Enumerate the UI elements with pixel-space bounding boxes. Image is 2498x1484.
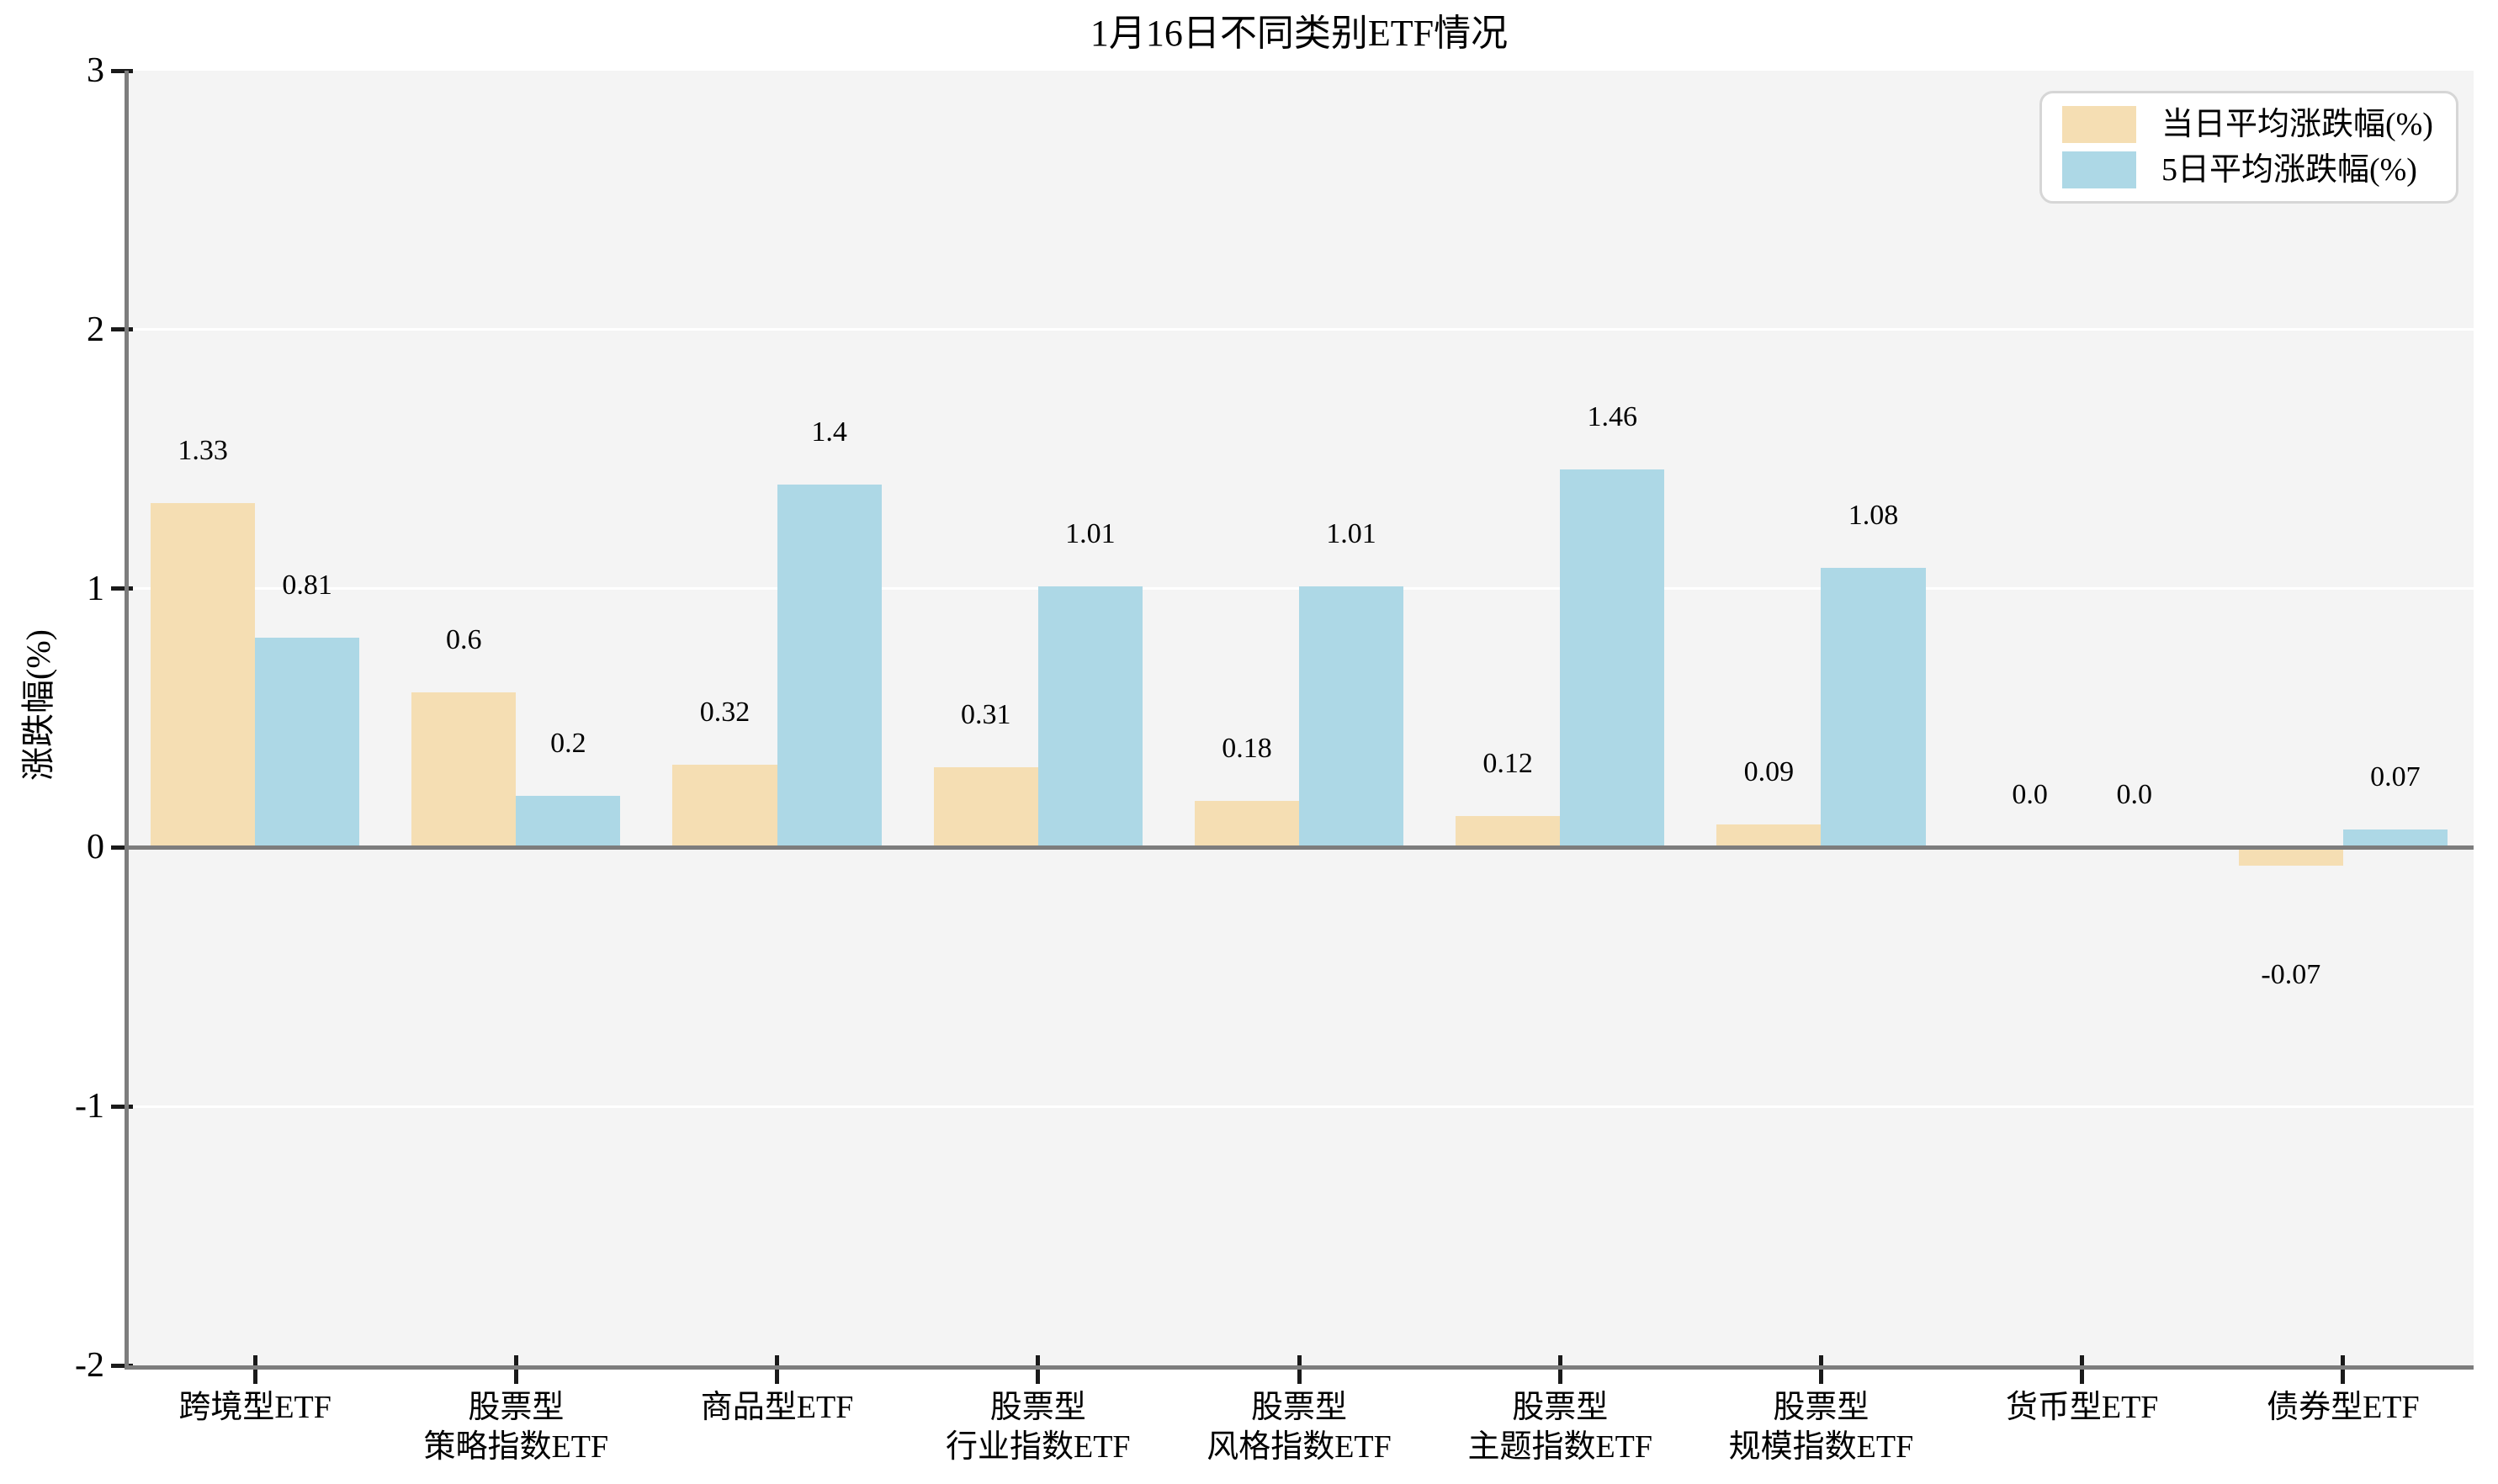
- chart-title: 1月16日不同类别ETF情况: [1090, 13, 1509, 54]
- bar: [777, 485, 882, 848]
- legend-swatch-daily-avg: [2062, 106, 2136, 143]
- y-tick-mark: [111, 68, 133, 73]
- x-tick-mark: [1557, 1355, 1562, 1384]
- y-tick-mark: [111, 845, 133, 850]
- y-tick-label: 0: [87, 828, 104, 867]
- bar-value-label: 0.81: [282, 570, 332, 602]
- bar-value-label: 1.08: [1848, 499, 1899, 531]
- bar-value-label: 0.18: [1222, 732, 1272, 764]
- y-tick-mark: [111, 1104, 133, 1109]
- bar-value-label: 0.09: [1743, 755, 1795, 787]
- bar: [411, 692, 517, 848]
- bar: [672, 764, 777, 848]
- x-tick-label: 股票型 行业指数ETF: [945, 1390, 1131, 1465]
- bar: [1456, 816, 1561, 848]
- left-spine: [125, 71, 129, 1370]
- bar: [1299, 586, 1404, 848]
- bar-value-label: 0.6: [446, 623, 482, 655]
- y-tick-label: 1: [87, 569, 104, 608]
- y-tick-label: -1: [75, 1087, 104, 1126]
- legend-swatch-5day-avg: [2062, 151, 2136, 188]
- bar: [1716, 824, 1822, 848]
- bar-value-label: 0.0: [2116, 779, 2152, 811]
- bar-value-label: 1.01: [1065, 517, 1116, 549]
- bar-value-label: 0.07: [2370, 761, 2421, 792]
- x-tick-mark: [2341, 1355, 2346, 1384]
- x-tick-label: 股票型 风格指数ETF: [1207, 1390, 1392, 1465]
- x-tick-mark: [1036, 1355, 1041, 1384]
- bar: [516, 795, 621, 848]
- zero-line: [125, 845, 2474, 850]
- bar: [1821, 567, 1926, 848]
- bar-value-label: 0.2: [550, 727, 586, 759]
- y-tick-mark: [111, 1363, 133, 1368]
- y-tick-label: -2: [75, 1346, 104, 1385]
- bar: [255, 638, 360, 848]
- bar: [1194, 800, 1299, 848]
- x-tick-label: 股票型 规模指数ETF: [1728, 1390, 1914, 1465]
- legend-item-series2: 5日平均涨跌幅(%): [2062, 151, 2436, 189]
- x-tick-mark: [2080, 1355, 2085, 1384]
- legend-label-daily-avg: 当日平均涨跌幅(%): [2161, 107, 2433, 142]
- x-tick-label: 股票型 策略指数ETF: [423, 1390, 609, 1465]
- x-tick-label: 商品型ETF: [700, 1390, 854, 1425]
- x-tick-label: 货币型ETF: [2005, 1390, 2159, 1425]
- x-tick-mark: [513, 1355, 518, 1384]
- legend-label-5day-avg: 5日平均涨跌幅(%): [2161, 152, 2417, 188]
- y-tick-label: 3: [87, 51, 104, 90]
- bar-value-label: 1.46: [1587, 401, 1638, 432]
- y-tick-mark: [111, 586, 133, 591]
- x-tick-mark: [775, 1355, 780, 1384]
- x-tick-mark: [252, 1355, 257, 1384]
- bar-value-label: 0.0: [2012, 779, 2048, 811]
- y-tick-label: 2: [87, 310, 104, 349]
- bar: [151, 503, 256, 848]
- bar-value-label: 0.32: [699, 696, 750, 728]
- x-tick-label: 跨境型ETF: [178, 1390, 331, 1425]
- bar-value-label: 0.12: [1482, 748, 1533, 780]
- x-tick-label: 债券型ETF: [2267, 1390, 2420, 1425]
- legend-item-series1: 当日平均涨跌幅(%): [2062, 105, 2436, 144]
- bar-value-label: 1.33: [178, 435, 228, 467]
- y-axis-label: 涨跌幅(%): [19, 629, 57, 781]
- bar: [933, 766, 1038, 848]
- bar: [2238, 847, 2343, 866]
- bottom-spine: [125, 1365, 2474, 1370]
- bar-value-label: 1.4: [811, 416, 847, 448]
- bar: [1560, 469, 1665, 848]
- x-tick-mark: [1818, 1355, 1823, 1384]
- x-tick-label: 股票型 主题指数ETF: [1467, 1390, 1652, 1465]
- legend: 当日平均涨跌幅(%) 5日平均涨跌幅(%): [2039, 91, 2458, 204]
- bar: [2342, 829, 2448, 848]
- gridline: [129, 1105, 2474, 1108]
- x-tick-mark: [1297, 1355, 1302, 1384]
- bar: [1037, 586, 1143, 848]
- bar-value-label: 0.31: [960, 698, 1011, 730]
- bar-value-label: 1.01: [1326, 517, 1376, 549]
- y-tick-mark: [111, 327, 133, 332]
- bar-value-label: -0.07: [2261, 958, 2321, 990]
- gridline: [129, 328, 2474, 331]
